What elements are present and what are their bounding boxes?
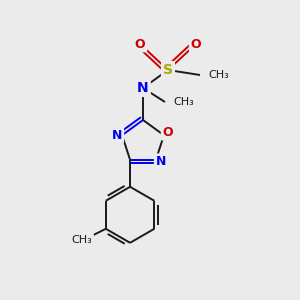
Text: O: O — [191, 38, 201, 50]
Text: O: O — [135, 38, 145, 50]
Text: N: N — [156, 155, 166, 168]
Text: O: O — [163, 126, 173, 139]
Text: S: S — [163, 63, 173, 77]
Text: CH₃: CH₃ — [208, 70, 229, 80]
Text: N: N — [112, 129, 122, 142]
Text: CH₃: CH₃ — [173, 97, 194, 107]
Text: CH₃: CH₃ — [71, 235, 92, 245]
Text: N: N — [137, 81, 149, 95]
